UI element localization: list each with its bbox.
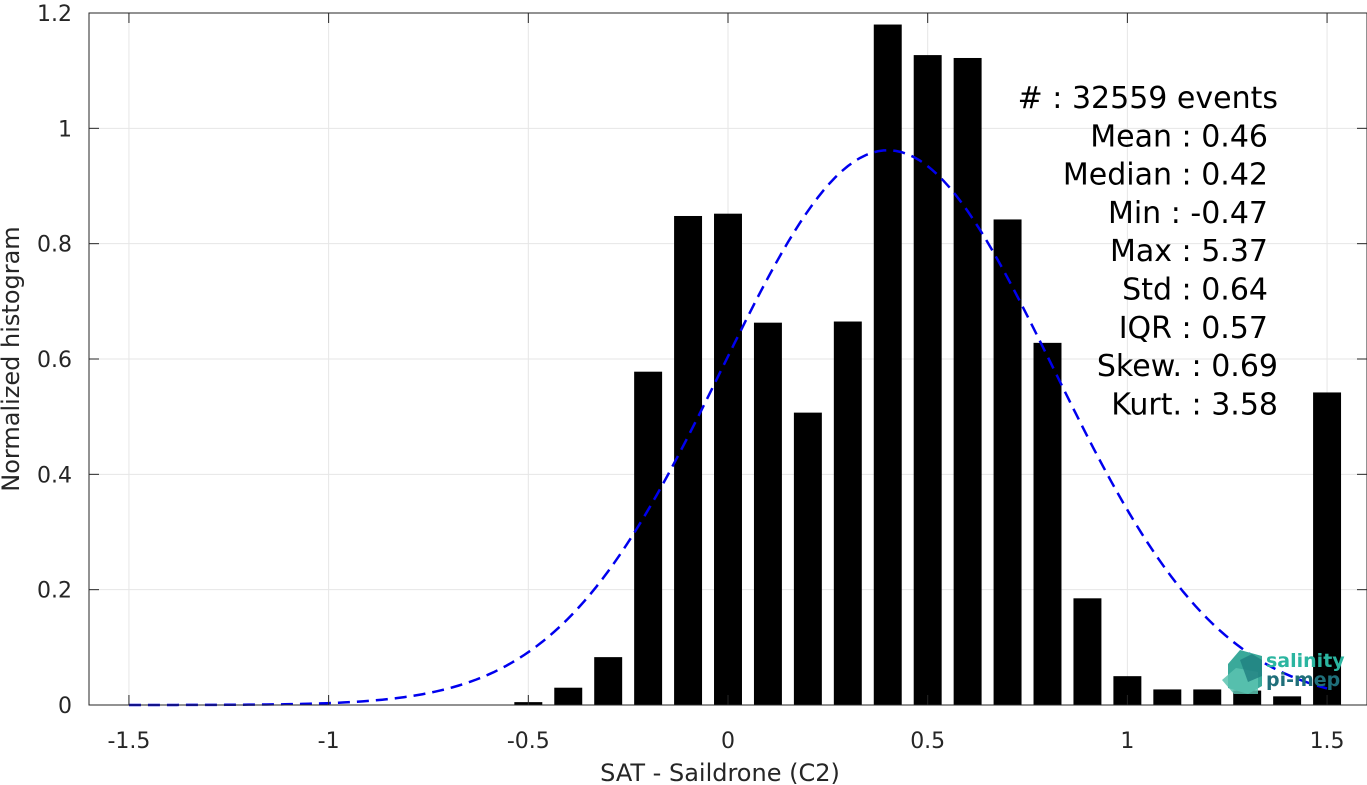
y-tick-label: 0.4 (37, 463, 72, 488)
stat-line: Mean : 0.46 (1090, 119, 1268, 154)
stat-line: # : 32559 events (1018, 81, 1278, 116)
histogram-bar (793, 412, 822, 705)
histogram-bar (1313, 392, 1342, 705)
stat-line: Min : -0.47 (1108, 196, 1268, 231)
logo-line-1: salinity (1266, 650, 1345, 672)
x-tick-labels: -1.5 -1 -0.5 0 0.5 1 1.5 (107, 729, 1344, 754)
histogram-bar (634, 371, 663, 705)
stat-line: Kurt. : 3.58 (1111, 387, 1278, 422)
y-tick-label: 1.2 (37, 2, 72, 27)
axis-ticks (89, 12, 1367, 706)
y-tick-label: 0 (58, 694, 72, 719)
histogram-bar (674, 215, 703, 705)
stat-line: IQR : 0.57 (1119, 311, 1268, 346)
logo-mark-icon (1222, 650, 1262, 694)
stat-line: Max : 5.37 (1110, 234, 1268, 269)
x-tick-label: -0.5 (507, 729, 550, 754)
y-tick-label: 1 (58, 117, 72, 142)
x-tick-label: -1.5 (107, 729, 150, 754)
histogram-bar (1073, 598, 1102, 705)
histogram-bar (1193, 689, 1222, 705)
stat-line: Std : 0.64 (1122, 273, 1268, 308)
histogram-bar (753, 322, 782, 705)
y-tick-label: 0.6 (37, 348, 72, 373)
salinity-pimep-logo: salinity pi-mep (1222, 650, 1345, 694)
y-tick-label: 0.2 (37, 579, 72, 604)
histogram-bar (993, 219, 1022, 706)
x-tick-label: 1 (1120, 729, 1134, 754)
histogram-bar (554, 687, 583, 705)
histogram-bar (1233, 690, 1262, 705)
x-tick-label: 1.5 (1310, 729, 1345, 754)
histogram-bar (1273, 696, 1302, 705)
x-tick-label: -1 (318, 729, 340, 754)
stat-line: Skew. : 0.69 (1097, 349, 1278, 384)
histogram-bar (1153, 689, 1182, 705)
x-tick-label: 0 (721, 729, 735, 754)
histogram-bar (833, 321, 862, 705)
x-tick-label: 0.5 (910, 729, 945, 754)
histogram-bar (953, 57, 982, 706)
stat-line: Median : 0.42 (1063, 158, 1268, 193)
y-tick-labels: 0 0.2 0.4 0.6 0.8 1 1.2 (37, 2, 72, 719)
histogram-bar (913, 55, 942, 705)
histogram-bar (714, 213, 742, 705)
y-axis-label: Normalized histogram (0, 226, 25, 491)
histogram-bars (514, 24, 1342, 706)
histogram-bar (594, 657, 623, 705)
x-axis-label: SAT - Saildrone (C2) (600, 759, 840, 785)
histogram-bar (873, 24, 902, 706)
histogram-bar (1033, 342, 1062, 705)
logo-line-2: pi-mep (1266, 669, 1340, 691)
y-tick-label: 0.8 (37, 233, 72, 258)
